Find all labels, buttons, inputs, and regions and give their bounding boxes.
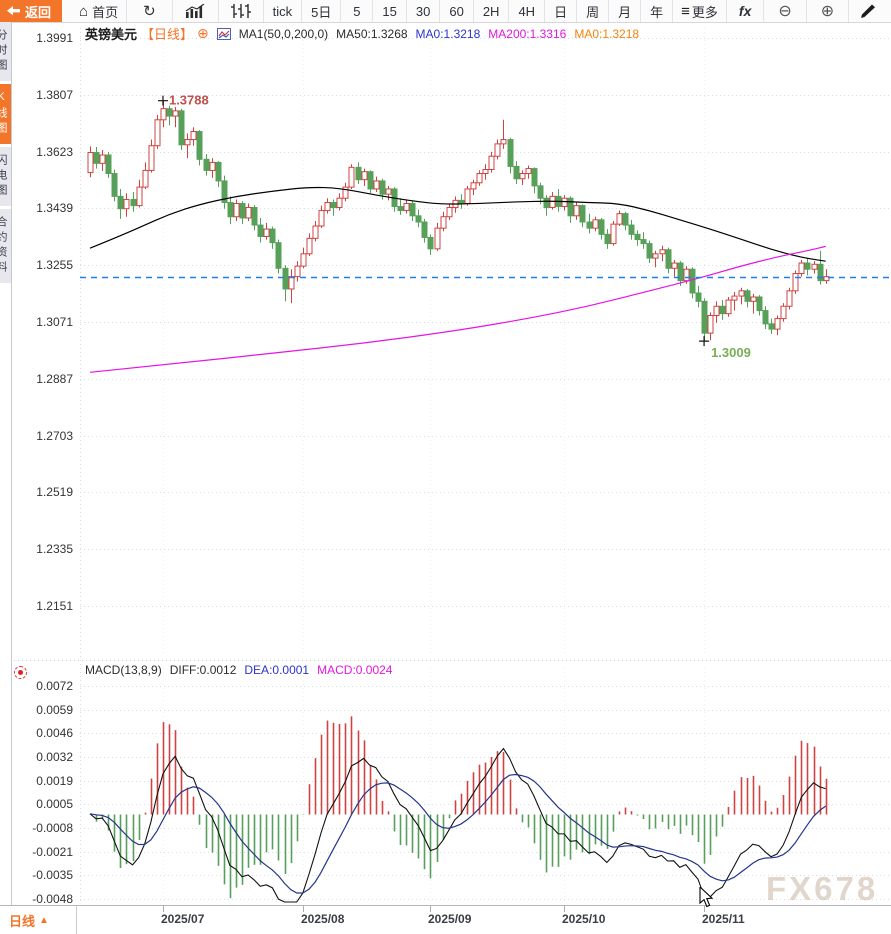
- hot-indicator-icon: [14, 666, 27, 679]
- x-axis-tick: [303, 906, 304, 912]
- sidebar-tab-lightning-chart[interactable]: 闪电图: [0, 147, 11, 206]
- sidebar-tabs: 分时图 K线图 闪电图 合约资料: [0, 22, 12, 905]
- bottom-bar: 日线 ▲ 2025/07 2025/08 2025/09 2025/10 2025/11: [0, 905, 891, 934]
- sidebar-tab-time-chart[interactable]: 分时图: [0, 22, 11, 81]
- x-axis-tick: [704, 906, 705, 912]
- sidebar-tab-contract-info[interactable]: 合约资料: [0, 209, 11, 283]
- x-axis-label: 2025/10: [562, 912, 606, 926]
- x-axis-label: 2025/09: [428, 912, 472, 926]
- x-axis-tick: [430, 906, 431, 912]
- x-axis-label: 2025/07: [161, 912, 205, 926]
- x-axis-tick: [163, 906, 164, 912]
- x-axis-label: 2025/08: [301, 912, 345, 926]
- bottom-period-label: 日线: [9, 914, 36, 929]
- sidebar-tab-kline-chart[interactable]: K线图: [0, 84, 11, 144]
- x-axis-label: 2025/11: [702, 912, 745, 926]
- x-axis-tick: [564, 906, 565, 912]
- triangle-up-icon: ▲: [39, 915, 49, 926]
- add-indicator-icon[interactable]: ⊕: [197, 25, 209, 41]
- bottom-period-selector[interactable]: 日线 ▲: [0, 906, 77, 934]
